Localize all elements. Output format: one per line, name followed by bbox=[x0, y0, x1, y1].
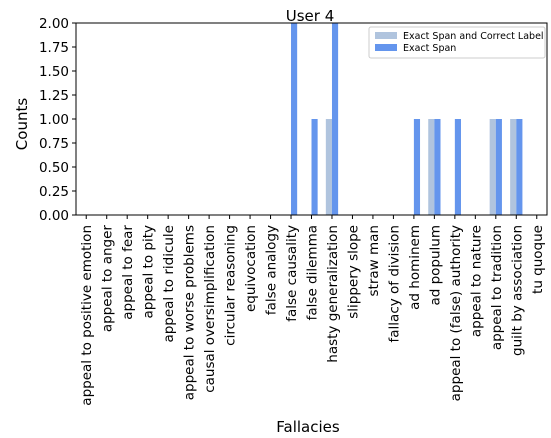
x-tick-label: circular reasoning bbox=[223, 225, 239, 346]
x-tick-label: causal oversimplification bbox=[202, 225, 218, 393]
y-tick-label: 1.25 bbox=[39, 88, 69, 104]
bar-exact-span-correct-label-21 bbox=[510, 119, 517, 215]
legend-label-1: Exact Span bbox=[403, 43, 456, 54]
x-tick-label: appeal to worse problems bbox=[182, 225, 198, 400]
y-tick-label: 1.00 bbox=[39, 112, 69, 128]
legend-swatch-1 bbox=[375, 44, 397, 51]
y-tick-label: 1.75 bbox=[39, 40, 69, 56]
bar-exact-span-18 bbox=[454, 119, 461, 215]
y-axis: 0.00 0.25 0.50 0.75 1.00 1.25 1.50 1.75 2.00 bbox=[39, 16, 76, 224]
legend-box bbox=[368, 26, 546, 59]
x-tick-label: false dilemma bbox=[305, 225, 321, 320]
x-tick-label: false causality bbox=[284, 225, 300, 322]
bar-exact-span-21 bbox=[516, 119, 523, 215]
x-tick-label: appeal to ridicule bbox=[161, 225, 177, 343]
x-tick-label: false analogy bbox=[264, 225, 280, 315]
bar-exact-span-10 bbox=[291, 23, 298, 215]
x-tick-label: appeal to (false) authority bbox=[448, 225, 464, 401]
x-tick-label: guilt by association bbox=[509, 225, 525, 356]
x-tick-label: appeal to positive emotion bbox=[79, 225, 95, 406]
y-tick-label: 0.50 bbox=[39, 160, 69, 176]
y-tick-label: 2.00 bbox=[39, 16, 69, 32]
bar-exact-span-correct-label-17 bbox=[428, 119, 435, 215]
x-tick-label: straw man bbox=[366, 225, 382, 296]
legend-label-0: Exact Span and Correct Label bbox=[403, 31, 544, 42]
x-tick-label: fallacy of division bbox=[386, 225, 402, 342]
x-axis-title: Fallacies bbox=[276, 418, 340, 436]
chart-title: User 4 bbox=[286, 7, 335, 25]
y-tick-label: 1.50 bbox=[39, 64, 69, 80]
x-axis: appeal to positive emotion appeal to ange… bbox=[79, 215, 546, 406]
x-tick-label: hasty generalization bbox=[325, 225, 341, 363]
x-tick-label: tu quoque bbox=[530, 225, 546, 294]
y-tick-label: 0.00 bbox=[39, 208, 69, 224]
bar-exact-span-correct-label-20 bbox=[489, 119, 496, 215]
x-tick-label: ad populum bbox=[427, 225, 443, 306]
bar-exact-span-12 bbox=[331, 23, 339, 215]
legend-swatch-0 bbox=[375, 32, 397, 39]
bar-exact-span-17 bbox=[434, 119, 441, 215]
y-axis-title: Counts bbox=[13, 98, 31, 151]
x-tick-label: equivocation bbox=[243, 225, 259, 312]
x-tick-label: appeal to anger bbox=[100, 225, 116, 333]
x-tick-label: appeal to pity bbox=[141, 225, 157, 318]
x-tick-label: appeal to tradition bbox=[489, 225, 505, 350]
bar-exact-span-correct-label-12 bbox=[325, 119, 332, 215]
x-tick-label: appeal to fear bbox=[120, 225, 136, 320]
x-tick-label: slippery slope bbox=[345, 225, 361, 319]
bar-exact-span-16 bbox=[413, 119, 421, 215]
bar-exact-span-20 bbox=[495, 119, 502, 215]
x-tick-label: ad hominem bbox=[407, 225, 423, 310]
y-tick-label: 0.75 bbox=[39, 136, 69, 152]
y-tick-label: 0.25 bbox=[39, 184, 69, 200]
x-tick-label: appeal to nature bbox=[468, 225, 484, 337]
bar-exact-span-11 bbox=[311, 119, 318, 215]
